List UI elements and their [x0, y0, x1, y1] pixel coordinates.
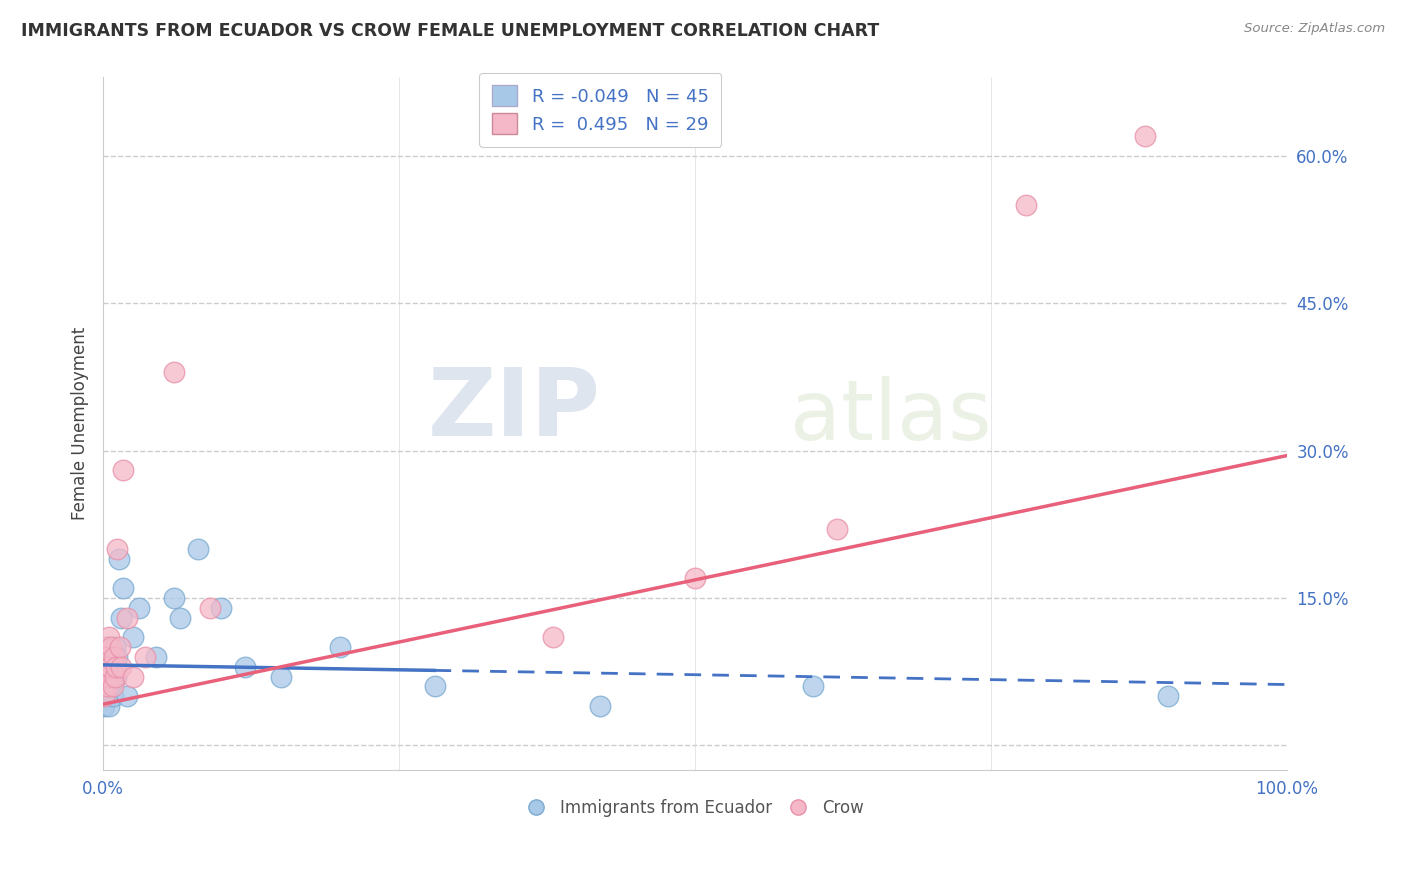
Point: [103, 670, 125, 684]
Text: IMMIGRANTS FROM ECUADOR VS CROW FEMALE UNEMPLOYMENT CORRELATION CHART: IMMIGRANTS FROM ECUADOR VS CROW FEMALE U…: [21, 22, 879, 40]
Point: [94, 670, 117, 684]
Point: [93, 650, 115, 665]
Point: [96, 650, 118, 665]
Point: [93, 690, 115, 704]
Point: [98, 670, 121, 684]
Point: [105, 670, 128, 684]
Point: [423, 680, 446, 694]
Point: [198, 601, 221, 615]
Point: [96, 690, 118, 704]
Point: [115, 611, 138, 625]
Point: [96, 680, 118, 694]
Point: [98, 631, 121, 645]
Point: [100, 640, 122, 655]
Point: [683, 571, 706, 585]
Point: [93, 680, 115, 694]
Point: [1133, 129, 1156, 144]
Point: [825, 522, 848, 536]
Point: [112, 581, 135, 595]
Text: Source: ZipAtlas.com: Source: ZipAtlas.com: [1244, 22, 1385, 36]
Text: ZIP: ZIP: [427, 364, 600, 456]
Point: [105, 650, 128, 665]
Point: [94, 690, 117, 704]
Point: [93, 699, 115, 714]
Point: [96, 660, 118, 674]
Point: [98, 660, 121, 674]
Point: [329, 640, 352, 655]
Point: [94, 660, 117, 674]
Point: [128, 601, 150, 615]
Point: [96, 680, 118, 694]
Point: [100, 680, 122, 694]
Point: [97, 650, 120, 665]
Point: [134, 650, 156, 665]
Text: atlas: atlas: [790, 376, 991, 458]
Point: [115, 690, 138, 704]
Point: [104, 670, 127, 684]
Point: [104, 640, 127, 655]
Point: [110, 611, 132, 625]
Point: [100, 660, 122, 674]
Point: [98, 670, 121, 684]
Point: [169, 611, 191, 625]
Point: [101, 670, 124, 684]
Point: [121, 670, 143, 684]
Point: [94, 640, 117, 655]
Point: [233, 660, 256, 674]
Point: [163, 365, 186, 379]
Point: [108, 640, 131, 655]
Point: [94, 670, 117, 684]
Point: [163, 591, 186, 606]
Legend: Immigrants from Ecuador, Crow: Immigrants from Ecuador, Crow: [520, 793, 870, 824]
Point: [103, 650, 125, 665]
Point: [1157, 690, 1180, 704]
Point: [101, 690, 124, 704]
Point: [103, 650, 125, 665]
Point: [105, 660, 128, 674]
Point: [589, 699, 612, 714]
Point: [97, 640, 120, 655]
Point: [112, 463, 135, 477]
Point: [145, 650, 167, 665]
Point: [97, 670, 120, 684]
Point: [801, 680, 824, 694]
Point: [110, 660, 132, 674]
Point: [105, 541, 128, 556]
Point: [187, 541, 209, 556]
Point: [211, 601, 233, 615]
Y-axis label: Female Unemployment: Female Unemployment: [72, 327, 89, 520]
Point: [97, 680, 120, 694]
Point: [270, 670, 292, 684]
Point: [104, 660, 127, 674]
Point: [98, 680, 121, 694]
Point: [98, 650, 121, 665]
Point: [101, 680, 124, 694]
Point: [98, 699, 121, 714]
Point: [96, 660, 118, 674]
Point: [107, 551, 129, 566]
Point: [98, 660, 121, 674]
Point: [1015, 198, 1038, 212]
Point: [121, 631, 143, 645]
Point: [541, 631, 564, 645]
